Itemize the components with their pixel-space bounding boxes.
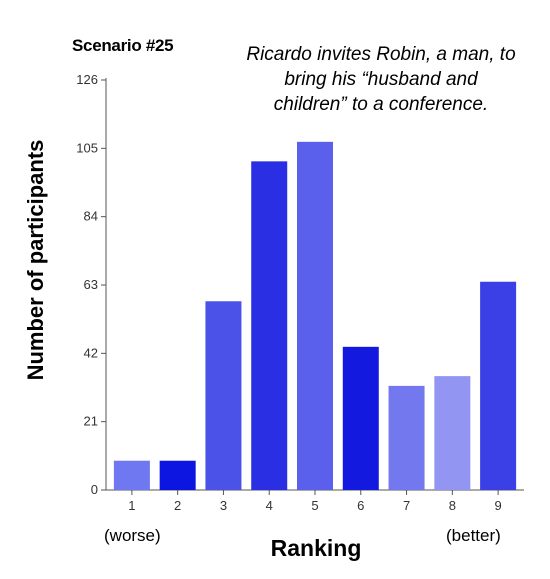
bar [113, 460, 150, 490]
bar [297, 141, 333, 491]
bar [342, 346, 379, 490]
y-tick-label: 42 [84, 345, 98, 360]
better-note: (better) [446, 526, 501, 545]
bar [251, 161, 288, 490]
y-tick-label: 63 [84, 277, 98, 292]
x-tick-label: 9 [494, 498, 501, 513]
chart-ticks: 0 21 42 63 84 105 126 1 2 3 4 5 6 7 8 9 [76, 72, 501, 513]
y-tick-label: 105 [76, 140, 98, 155]
caption-line: bring his “husband and [284, 69, 478, 90]
scenario-title: Scenario #25 [72, 36, 174, 55]
scenario-caption: Ricardo invites Robin, a man, to bring h… [226, 42, 536, 117]
x-tick-label: 5 [311, 498, 318, 513]
bar [480, 281, 517, 490]
caption-line: children” to a conference. [273, 94, 489, 115]
x-tick-label: 2 [174, 498, 181, 513]
x-tick-label: 3 [220, 498, 227, 513]
bar [388, 385, 425, 490]
x-tick-label: 1 [128, 498, 135, 513]
x-tick-label: 4 [266, 498, 273, 513]
x-tick-label: 7 [403, 498, 410, 513]
y-axis-label: Number of participants [23, 139, 48, 381]
worse-note: (worse) [104, 526, 161, 545]
chart-bars [113, 141, 517, 491]
bar [205, 301, 242, 490]
y-tick-label: 21 [84, 414, 98, 429]
bar [434, 376, 471, 490]
bar [159, 460, 196, 490]
x-axis-label: Ranking [270, 535, 362, 561]
y-tick-label: 84 [84, 209, 98, 224]
y-tick-label: 126 [76, 72, 98, 87]
x-tick-label: 6 [357, 498, 364, 513]
y-tick-label: 0 [91, 482, 98, 497]
x-tick-label: 8 [449, 498, 456, 513]
caption-line: Ricardo invites Robin, a man, to [246, 44, 516, 65]
